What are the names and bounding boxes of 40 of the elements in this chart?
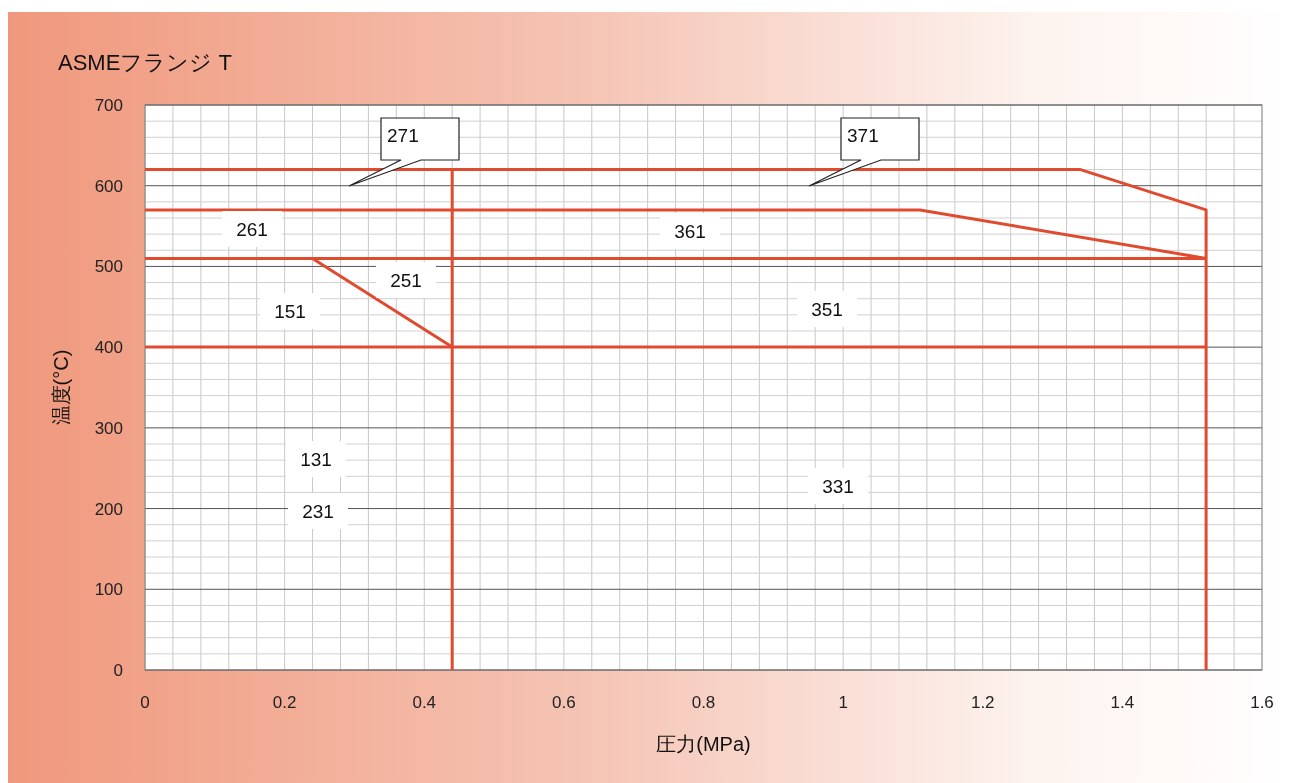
annotation: 261 — [222, 211, 282, 247]
annotation: 371 — [847, 125, 879, 146]
x-tick-label: 0 — [140, 693, 150, 712]
y-tick-label: 200 — [94, 499, 123, 519]
annotation: 271 — [348, 117, 460, 187]
x-tick-label: 1.2 — [970, 693, 995, 712]
y-axis-title: 温度(°C) — [50, 349, 72, 426]
y-tick-label: 300 — [94, 418, 123, 438]
y-tick-label: 0 — [113, 661, 123, 680]
x-axis-title: 圧力(MPa) — [656, 733, 751, 755]
annotation: 351 — [811, 299, 843, 320]
y-tick-label: 500 — [94, 257, 123, 277]
annotation: 331 — [808, 468, 868, 504]
annotation: 151 — [274, 301, 306, 322]
x-tick-label: 1 — [838, 693, 848, 712]
annotation: 331 — [822, 476, 854, 497]
x-tick-label: 1.4 — [1110, 693, 1135, 712]
annotation: 361 — [660, 213, 720, 249]
y-tick-label: 600 — [94, 176, 123, 196]
x-tick-label: 1.6 — [1250, 693, 1274, 712]
y-tick-label: 100 — [94, 580, 123, 600]
chart-title: ASMEフランジ T — [58, 50, 232, 75]
y-tick-label: 700 — [94, 96, 123, 115]
annotation: 151 — [260, 293, 320, 329]
x-tick-label: 0.2 — [272, 693, 297, 712]
x-tick-label: 0.4 — [412, 693, 437, 712]
annotation: 261 — [236, 219, 268, 240]
annotation: 131 — [286, 441, 346, 477]
x-tick-label: 0.8 — [691, 693, 716, 712]
x-tick-label: 0.6 — [552, 693, 576, 712]
annotation: 351 — [797, 291, 857, 327]
annotation: 361 — [674, 221, 706, 242]
annotation: 231 — [302, 501, 334, 522]
annotation: 231 — [288, 493, 348, 529]
annotation: 131 — [300, 449, 332, 470]
y-tick-label: 400 — [94, 338, 123, 358]
annotation: 251 — [390, 270, 422, 291]
annotation: 271 — [387, 125, 419, 146]
annotation: 371 — [808, 117, 920, 187]
annotation: 251 — [376, 262, 436, 298]
